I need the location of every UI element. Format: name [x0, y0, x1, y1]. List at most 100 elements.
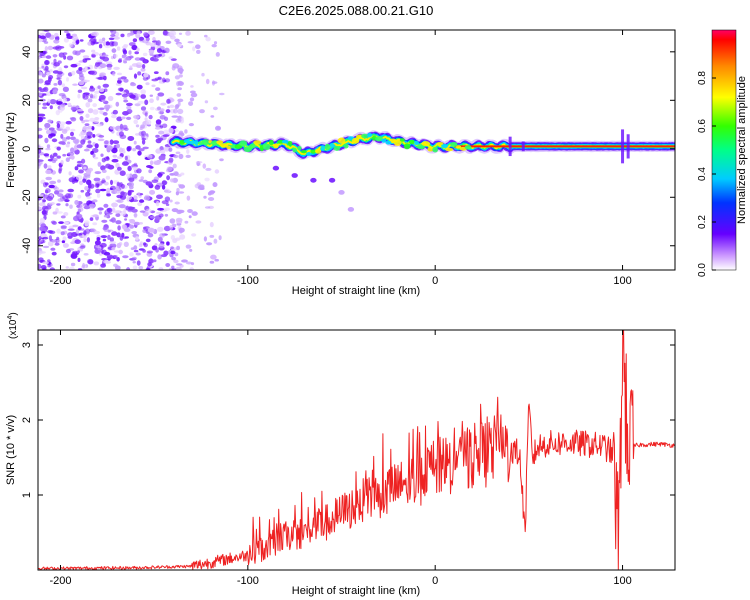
noise-blob	[126, 173, 131, 177]
noise-blob	[106, 254, 114, 260]
noise-blob	[113, 36, 120, 40]
colorbar-label: Normalized spectral amplitude	[736, 76, 748, 224]
noise-blob	[86, 174, 91, 179]
noise-blob	[122, 226, 126, 230]
noise-blob	[128, 55, 134, 59]
noise-blob	[128, 42, 136, 47]
noise-blob	[41, 65, 45, 69]
noise-blob	[68, 266, 75, 270]
noise-blob	[38, 86, 42, 90]
noise-blob	[50, 247, 56, 251]
noise-blob	[38, 263, 42, 270]
noise-blob	[219, 158, 224, 162]
noise-blob	[47, 158, 54, 162]
noise-blob	[63, 212, 69, 216]
noise-blob	[77, 208, 82, 213]
noise-blob	[49, 267, 56, 270]
noise-blob	[149, 106, 155, 111]
noise-blob	[112, 154, 118, 158]
noise-blob	[67, 102, 72, 106]
noise-blob	[56, 146, 61, 151]
noise-blob	[101, 178, 106, 184]
noise-blob	[96, 237, 101, 241]
noise-blob	[117, 72, 122, 76]
noise-blob	[83, 253, 89, 256]
noise-blob	[170, 246, 174, 250]
noise-blob	[171, 115, 179, 118]
snr-panel: -200 -100 0 100 1 2 3 (x104) Height of straig…	[5, 312, 676, 597]
noise-blob	[55, 207, 59, 213]
noise-blob	[135, 145, 141, 150]
noise-blob	[99, 267, 103, 270]
noise-blob	[53, 83, 58, 86]
noise-blob	[157, 92, 165, 97]
noise-blob	[136, 47, 140, 52]
noise-blob	[65, 203, 69, 207]
noise-blob	[100, 242, 107, 248]
noise-blob	[173, 154, 179, 159]
noise-blob	[178, 209, 185, 214]
snr-plot-frame	[37, 329, 676, 571]
noise-blob	[148, 49, 155, 54]
noise-blob	[49, 69, 53, 73]
noise-blob	[52, 89, 58, 95]
noise-blob	[163, 225, 171, 232]
noise-blob	[104, 104, 111, 110]
noise-blob	[157, 106, 161, 111]
noise-blob	[154, 243, 158, 246]
spectrogram-y-label: Frequency (Hz)	[5, 112, 17, 188]
noise-blob	[58, 108, 63, 113]
noise-blob	[199, 109, 205, 114]
noise-blob	[133, 221, 141, 226]
signal-blob	[385, 140, 392, 145]
noise-blob	[91, 54, 96, 58]
noise-blob	[71, 70, 76, 76]
noise-blob	[175, 266, 182, 270]
noise-blob	[206, 242, 213, 246]
noise-blob	[62, 153, 67, 157]
noise-blob	[165, 40, 172, 44]
noise-blob	[41, 106, 48, 110]
signal-blob	[456, 145, 462, 149]
noise-blob	[54, 32, 59, 37]
noise-blob	[97, 85, 101, 89]
noise-blob	[188, 123, 194, 127]
noise-blob	[61, 141, 66, 146]
noise-blob	[51, 221, 57, 225]
noise-blob	[104, 116, 109, 123]
noise-blob	[70, 147, 75, 153]
noise-blob	[127, 165, 132, 172]
noise-blob	[176, 245, 181, 251]
noise-blob	[72, 41, 77, 45]
noise-blob	[87, 125, 93, 129]
noise-blob	[145, 208, 152, 214]
noise-blob	[151, 179, 159, 183]
noise-blob	[156, 211, 162, 215]
noise-blob	[142, 40, 149, 44]
noise-blob	[74, 166, 79, 171]
noise-blob	[98, 44, 103, 49]
noise-blob	[91, 49, 96, 53]
noise-blob	[101, 249, 107, 255]
noise-blob	[61, 128, 68, 134]
noise-blob	[111, 48, 117, 53]
noise-blob	[57, 71, 63, 75]
noise-blob	[111, 158, 119, 163]
noise-blob	[77, 257, 81, 262]
noise-blob	[168, 127, 174, 134]
noise-blob	[116, 232, 121, 238]
noise-blob	[122, 150, 126, 154]
noise-blob	[126, 195, 132, 200]
noise-blob	[140, 124, 146, 129]
noise-blob	[63, 221, 70, 225]
noise-blob	[93, 38, 97, 43]
noise-blob	[46, 72, 51, 76]
noise-blob	[172, 63, 180, 69]
signal-blob	[403, 143, 411, 150]
noise-blob	[111, 147, 118, 154]
noise-blob	[129, 94, 136, 99]
spectrogram-y-tick-label: 40	[21, 46, 33, 58]
noise-blob	[38, 67, 42, 70]
noise-blob	[164, 196, 171, 202]
noise-blob	[170, 250, 176, 255]
